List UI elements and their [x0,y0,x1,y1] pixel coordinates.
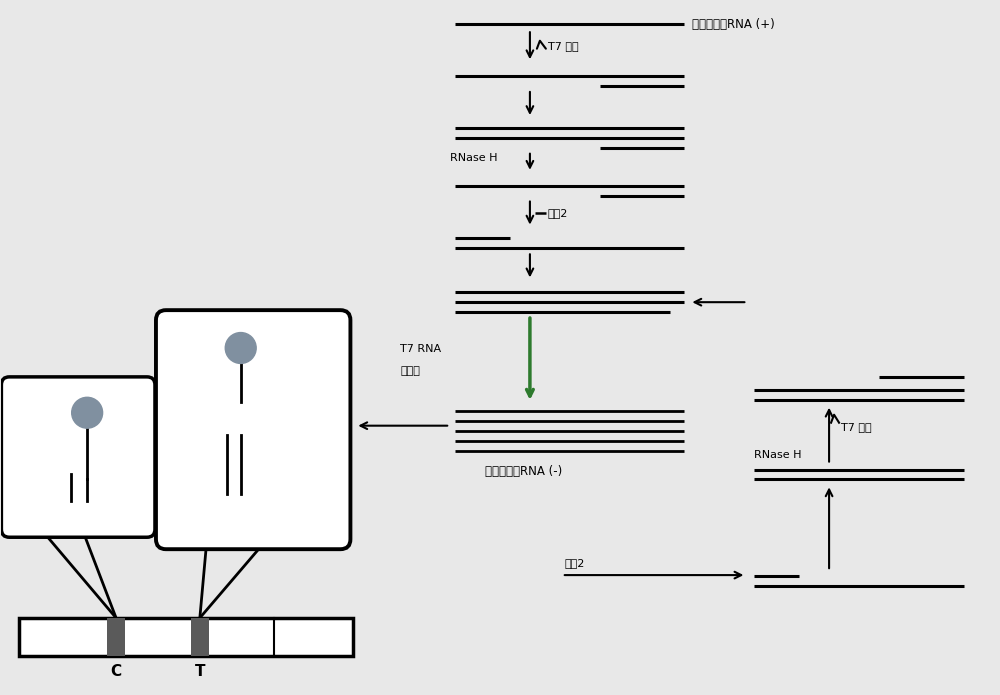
Text: T7 引物: T7 引物 [548,41,578,51]
Text: 食源致病菌RNA (-): 食源致病菌RNA (-) [485,464,562,477]
Text: RNase H: RNase H [754,450,802,459]
Text: 聚合酶: 聚合酶 [400,366,420,376]
Text: 引物2: 引物2 [548,208,568,218]
Text: 引物2: 引物2 [565,558,585,568]
Text: 食源致病菌RNA (+): 食源致病菌RNA (+) [692,18,775,31]
Text: 探采1: 探采1 [249,371,270,384]
Text: RNase H: RNase H [450,153,498,163]
Bar [107,618,125,656]
Text: T7 RNA: T7 RNA [400,344,441,354]
Circle shape [225,333,256,363]
Text: T7 引物: T7 引物 [841,422,872,432]
FancyBboxPatch shape [1,377,155,537]
Text: 试纸条检测: 试纸条检测 [302,401,335,411]
Bar [19,618,353,656]
FancyBboxPatch shape [156,310,350,549]
Text: C: C [111,664,122,679]
Text: 探采2: 探采2 [249,458,270,471]
Bar [191,618,209,656]
Text: 探采3: 探采3 [21,458,43,471]
Circle shape [72,398,103,428]
Text: T: T [195,664,205,679]
